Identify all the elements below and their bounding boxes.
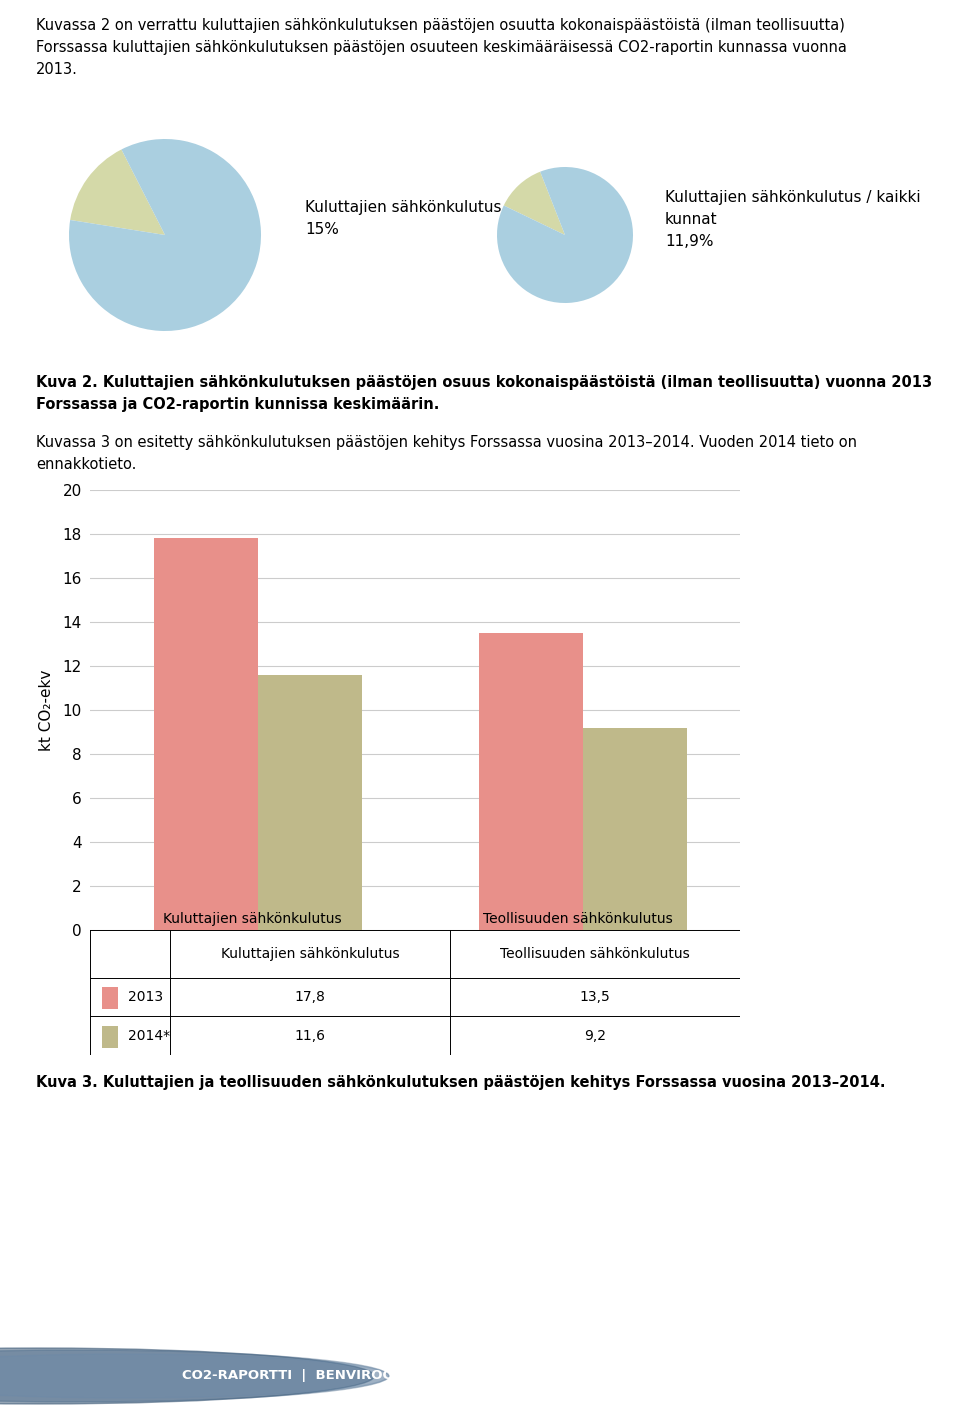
Text: 17,8: 17,8 (295, 990, 325, 1004)
Text: Teollisuuden sähkönkulutus: Teollisuuden sähkönkulutus (500, 947, 690, 960)
Bar (479, 633, 583, 930)
Text: Kuluttajien sähkönkulutus: Kuluttajien sähkönkulutus (221, 947, 399, 960)
Circle shape (0, 1354, 389, 1398)
Text: Kuluttajien sähkönkulutus / kaikki: Kuluttajien sähkönkulutus / kaikki (665, 190, 921, 205)
Bar (154, 538, 257, 930)
Text: Kuvassa 3 on esitetty sähkönkulutuksen päästöjen kehitys Forssassa vuosina 2013–: Kuvassa 3 on esitetty sähkönkulutuksen p… (36, 435, 857, 450)
Text: kunnat: kunnat (665, 212, 718, 227)
Text: 13,5: 13,5 (580, 990, 611, 1004)
Text: Forssassa ja CO2-raportin kunnissa keskimäärin.: Forssassa ja CO2-raportin kunnissa keski… (36, 396, 440, 412)
Text: Kuvassa 2 on verrattu kuluttajien sähkönkulutuksen päästöjen osuutta kokonaispää: Kuvassa 2 on verrattu kuluttajien sähkön… (36, 18, 845, 33)
Text: Kuluttajien sähkönkulutus: Kuluttajien sähkönkulutus (163, 912, 342, 926)
Text: Kuva 3. Kuluttajien ja teollisuuden sähkönkulutuksen päästöjen kehitys Forssassa: Kuva 3. Kuluttajien ja teollisuuden sähk… (36, 1075, 885, 1090)
Bar (583, 728, 686, 930)
Text: 16: 16 (876, 1359, 926, 1393)
Wedge shape (69, 139, 261, 331)
Text: 15%: 15% (305, 222, 339, 236)
Y-axis label: kt CO₂-ekv: kt CO₂-ekv (39, 670, 54, 750)
Text: Kuluttajien sähkönkulutus: Kuluttajien sähkönkulutus (305, 200, 501, 215)
Bar (257, 675, 362, 930)
Wedge shape (70, 150, 165, 235)
Text: 9,2: 9,2 (584, 1028, 606, 1042)
Bar (102, 987, 118, 1010)
Text: 2013: 2013 (128, 990, 163, 1004)
Text: 11,9%: 11,9% (665, 234, 713, 249)
Circle shape (0, 1349, 389, 1402)
Text: ennakkotieto.: ennakkotieto. (36, 457, 136, 472)
Bar (102, 1025, 118, 1048)
Text: Forssassa kuluttajien sähkönkulutuksen päästöjen osuuteen keskimääräisessä CO2-r: Forssassa kuluttajien sähkönkulutuksen p… (36, 40, 847, 55)
Text: Teollisuuden sähkönkulutus: Teollisuuden sähkönkulutus (483, 912, 672, 926)
Text: CO2-RAPORTTI  |  BENVIROC OY 2015: CO2-RAPORTTI | BENVIROC OY 2015 (182, 1369, 459, 1382)
Text: 2013.: 2013. (36, 62, 78, 76)
Text: 11,6: 11,6 (295, 1028, 325, 1042)
Text: 2014*: 2014* (128, 1028, 170, 1042)
Wedge shape (497, 167, 633, 303)
Text: Kuva 2. Kuluttajien sähkönkulutuksen päästöjen osuus kokonaispäästöistä (ilman t: Kuva 2. Kuluttajien sähkönkulutuksen pää… (36, 375, 932, 389)
Wedge shape (504, 171, 565, 235)
Circle shape (0, 1348, 374, 1405)
